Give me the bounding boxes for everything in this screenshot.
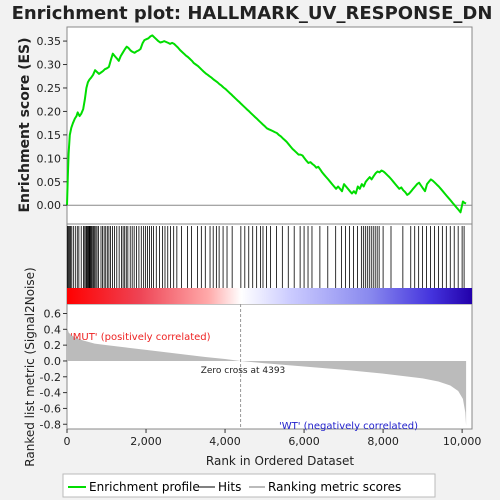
x-tick-label-5: 10,000: [443, 435, 482, 448]
x-tick-label-4: 8,000: [367, 435, 399, 448]
legend: Enrichment profile Hits Ranking metric s…: [62, 473, 436, 498]
metric-y-tick-label-5: 0.2: [44, 339, 62, 352]
metric-y-axis-label: Ranked list metric (Signal2Noise): [23, 267, 37, 466]
metric-y-tick-label-0: -0.8: [40, 418, 61, 431]
es-y-tick-label-7: 0.35: [37, 35, 62, 48]
metric-y-tick-label-1: -0.6: [40, 402, 61, 415]
hits-layer: [67, 226, 465, 288]
x-tick-label-0: 0: [64, 435, 71, 448]
negative-correlation-label: 'WT' (negatively correlated): [279, 421, 418, 432]
x-tick-label-1: 2,000: [130, 435, 162, 448]
es-y-tick-label-2: 0.10: [37, 152, 62, 165]
metric-y-tick-label-4: 0.0: [44, 355, 62, 368]
chart-title: Enrichment plot: HALLMARK_UV_RESPONSE_DN: [12, 3, 493, 24]
legend-entry-hits: Hits: [218, 480, 241, 494]
metric-y-tick-label-6: 0.4: [44, 323, 62, 336]
x-tick-label-2: 4,000: [209, 435, 241, 448]
metric-y-tick-label-7: 0.6: [44, 307, 62, 320]
es-layer: [66, 34, 472, 214]
legend-entry-enrichment: Enrichment profile: [89, 480, 200, 494]
metric-layer: [67, 304, 467, 429]
es-y-tick-label-4: 0.20: [37, 105, 62, 118]
metric-y-tick-label-2: -0.4: [40, 387, 61, 400]
es-y-tick-label-6: 0.30: [37, 59, 62, 72]
enrichment-profile-line: [66, 34, 467, 214]
es-y-tick-label-3: 0.15: [37, 129, 62, 142]
x-tick-label-3: 6,000: [288, 435, 320, 448]
ranked-heatmap-bar: [67, 288, 472, 304]
es-y-axis-label: Enrichment score (ES): [17, 37, 33, 212]
es-y-tick-label-5: 0.25: [37, 82, 62, 95]
es-panel: [66, 26, 473, 225]
es-y-tick-label-1: 0.05: [37, 176, 62, 189]
legend-box: [62, 473, 436, 498]
ranking-metric-area: [67, 317, 467, 426]
positive-correlation-label: 'MUT' (positively correlated): [70, 332, 211, 343]
es-y-tick-label-0: 0.00: [37, 199, 62, 212]
x-axis-label: Rank in Ordered Dataset: [206, 454, 354, 468]
metric-y-tick-label-3: -0.2: [40, 371, 61, 384]
axis-layer: 0.000.050.100.150.200.250.300.35-0.8-0.6…: [37, 35, 482, 448]
zero-cross-annotation: Zero cross at 4393: [201, 366, 286, 376]
legend-entry-metric: Ranking metric scores: [268, 480, 401, 494]
